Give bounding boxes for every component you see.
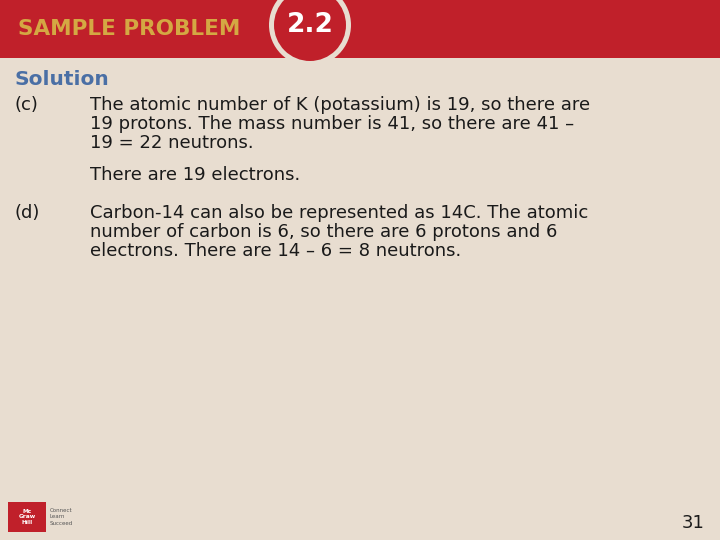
- Text: 19 protons. The mass number is 41, so there are 41 –: 19 protons. The mass number is 41, so th…: [90, 115, 574, 133]
- Circle shape: [274, 0, 346, 61]
- Text: Connect
Learn
Succeed: Connect Learn Succeed: [50, 508, 73, 526]
- Text: There are 19 electrons.: There are 19 electrons.: [90, 166, 300, 184]
- Text: (c): (c): [15, 96, 39, 114]
- Text: Mc
Graw
Hill: Mc Graw Hill: [19, 509, 35, 525]
- Text: Carbon-14 can also be represented as 14C. The atomic: Carbon-14 can also be represented as 14C…: [90, 204, 588, 222]
- Text: The atomic number of K (potassium) is 19, so there are: The atomic number of K (potassium) is 19…: [90, 96, 590, 114]
- Text: SAMPLE PROBLEM: SAMPLE PROBLEM: [18, 19, 240, 39]
- Text: 19 = 22 neutrons.: 19 = 22 neutrons.: [90, 134, 253, 152]
- Text: electrons. There are 14 – 6 = 8 neutrons.: electrons. There are 14 – 6 = 8 neutrons…: [90, 242, 462, 260]
- Text: (d): (d): [15, 204, 40, 222]
- Circle shape: [269, 0, 351, 66]
- Text: Solution: Solution: [15, 70, 109, 89]
- Text: 31: 31: [682, 514, 705, 532]
- Text: number of carbon is 6, so there are 6 protons and 6: number of carbon is 6, so there are 6 pr…: [90, 223, 557, 241]
- Text: 2.2: 2.2: [287, 12, 333, 38]
- FancyBboxPatch shape: [0, 0, 720, 58]
- FancyBboxPatch shape: [8, 502, 46, 532]
